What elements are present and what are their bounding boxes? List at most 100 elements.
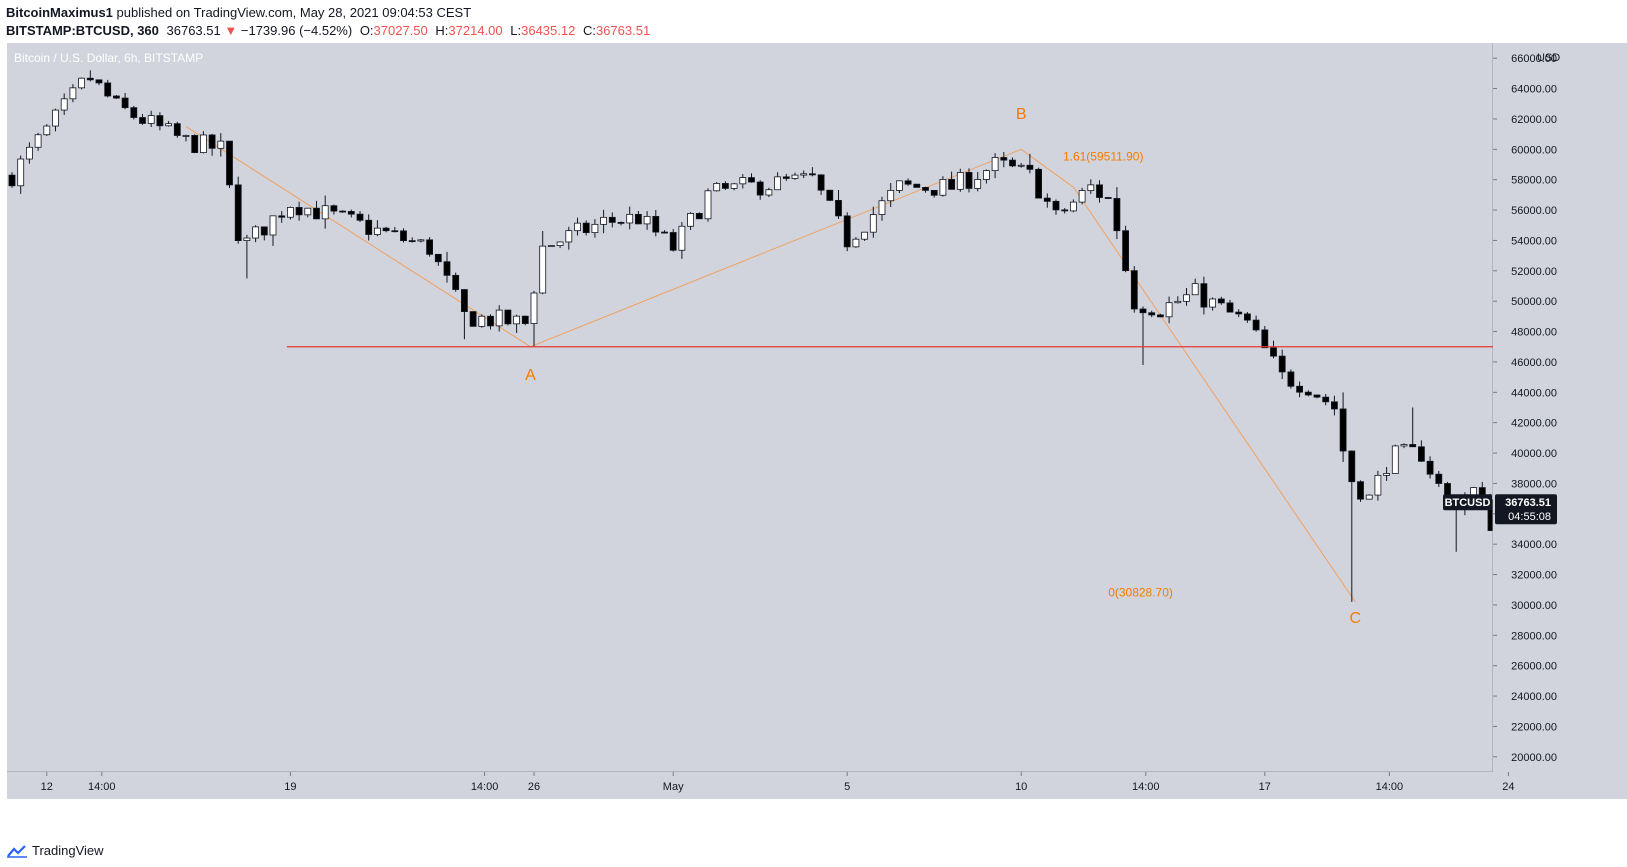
price-tick-label: 42000.00 bbox=[1511, 418, 1557, 430]
high-value: 37214.00 bbox=[448, 23, 503, 38]
open-value: 37027.50 bbox=[373, 23, 428, 38]
candle-body bbox=[321, 205, 329, 220]
candle-body bbox=[43, 125, 51, 136]
candle-body bbox=[217, 140, 225, 149]
time-tick-label: 26 bbox=[528, 781, 540, 793]
candle-body bbox=[330, 205, 338, 212]
candle-body bbox=[1296, 385, 1303, 393]
candle-body bbox=[304, 207, 312, 216]
price-axis[interactable] bbox=[1493, 43, 1627, 799]
price-axis-labels: 20000.00 22000.00 24000.00 26000.00 28000.00… bbox=[1493, 53, 1557, 764]
candle-body bbox=[434, 253, 442, 263]
candle-body bbox=[539, 245, 547, 294]
candle-body bbox=[8, 174, 16, 187]
candle-body bbox=[373, 227, 381, 235]
time-axis[interactable] bbox=[7, 772, 1493, 799]
publish-info: published on TradingView.com, May 28, 20… bbox=[116, 5, 472, 20]
low-value: 36435.12 bbox=[521, 23, 576, 38]
price-tick-label: 34000.00 bbox=[1511, 539, 1557, 551]
candle-body bbox=[704, 190, 712, 220]
candle-body bbox=[1270, 347, 1277, 357]
author-name[interactable]: BitcoinMaximus1 bbox=[6, 5, 113, 20]
candle-body bbox=[443, 261, 451, 276]
candle-body bbox=[34, 134, 42, 148]
candle-body bbox=[182, 135, 190, 137]
time-tick-label: 10 bbox=[1015, 781, 1027, 793]
candle-body bbox=[695, 213, 703, 220]
time-tick-label: 17 bbox=[1259, 781, 1271, 793]
candle-body bbox=[113, 95, 120, 99]
candle-body bbox=[713, 183, 721, 192]
candle-body bbox=[295, 207, 303, 216]
tradingview-logo[interactable]: TradingView bbox=[6, 843, 104, 858]
candle-body bbox=[791, 174, 799, 179]
price-tag-layer: BTCUSD 36763.51 04:55:08 bbox=[1443, 494, 1557, 525]
candle-body bbox=[17, 158, 25, 187]
price-tick-label: 38000.00 bbox=[1511, 478, 1557, 490]
candle-body bbox=[1331, 401, 1338, 410]
candle-body bbox=[121, 97, 129, 109]
candle-body bbox=[400, 230, 407, 242]
candle-body bbox=[1409, 444, 1417, 448]
candle-body bbox=[896, 180, 903, 191]
last-price-tag bbox=[1495, 494, 1557, 525]
candle-body bbox=[991, 157, 999, 172]
candle-body bbox=[1061, 209, 1069, 212]
time-tick-label: 12 bbox=[41, 781, 53, 793]
candle-body bbox=[1365, 494, 1373, 500]
candle-body bbox=[722, 183, 729, 189]
candle-body bbox=[339, 210, 347, 213]
candle-body bbox=[948, 179, 955, 190]
candle-body bbox=[1043, 197, 1051, 202]
candle-body bbox=[1191, 283, 1199, 296]
candle-body bbox=[69, 87, 77, 100]
candle-body bbox=[1148, 312, 1156, 316]
price-tick-label: 48000.00 bbox=[1511, 327, 1557, 339]
symbol-name[interactable]: BITSTAMP:BTCUSD, 360 bbox=[6, 23, 159, 38]
candle-body bbox=[852, 238, 860, 248]
candle-body bbox=[208, 134, 216, 149]
time-tick-label: 14:00 bbox=[1376, 781, 1404, 793]
candle-body bbox=[1165, 302, 1173, 318]
low-label: L: bbox=[510, 23, 522, 38]
candle-body bbox=[869, 214, 877, 233]
candle-body bbox=[904, 180, 912, 185]
high-label: H: bbox=[435, 23, 449, 38]
candle-body bbox=[1339, 408, 1347, 452]
candle-body bbox=[843, 215, 851, 248]
candle-body bbox=[1357, 481, 1364, 500]
price-tick-label: 22000.00 bbox=[1511, 721, 1557, 733]
chart-pane[interactable] bbox=[7, 43, 1493, 772]
candle-body bbox=[1278, 355, 1286, 373]
publish-header: BitcoinMaximus1 published on TradingView… bbox=[6, 5, 471, 21]
candle-body bbox=[104, 82, 112, 97]
candle-body bbox=[356, 213, 364, 221]
price-tick-label: 24000.00 bbox=[1511, 691, 1557, 703]
candle-body bbox=[1035, 168, 1042, 199]
candle-body bbox=[1217, 298, 1225, 304]
fib-level-label: 0(30828.70) bbox=[1108, 585, 1173, 599]
symbol-bar: BITSTAMP:BTCUSD, 360 36763.51 ▼ −1739.96… bbox=[6, 23, 650, 39]
time-tick-label: 14:00 bbox=[471, 781, 499, 793]
candle-body bbox=[1070, 201, 1077, 212]
candles-layer bbox=[8, 70, 1627, 602]
candle-body bbox=[600, 216, 607, 225]
wave-label: A bbox=[525, 367, 536, 384]
candle-body bbox=[199, 134, 207, 153]
candle-body bbox=[809, 173, 816, 176]
candle-body bbox=[226, 140, 233, 186]
price-tick-label: 66000.00 bbox=[1511, 53, 1557, 65]
candle-body bbox=[922, 186, 929, 191]
candle-body bbox=[130, 107, 138, 118]
candle-body bbox=[574, 222, 581, 232]
tradingview-cloud-icon bbox=[7, 844, 27, 858]
candle-body bbox=[165, 123, 173, 127]
candle-body bbox=[617, 221, 625, 224]
candle-body bbox=[730, 183, 738, 189]
time-tick-label: May bbox=[663, 781, 684, 793]
candle-body bbox=[1426, 460, 1434, 475]
candle-body bbox=[469, 311, 477, 327]
candle-body bbox=[460, 289, 468, 313]
candle-body bbox=[408, 240, 416, 243]
